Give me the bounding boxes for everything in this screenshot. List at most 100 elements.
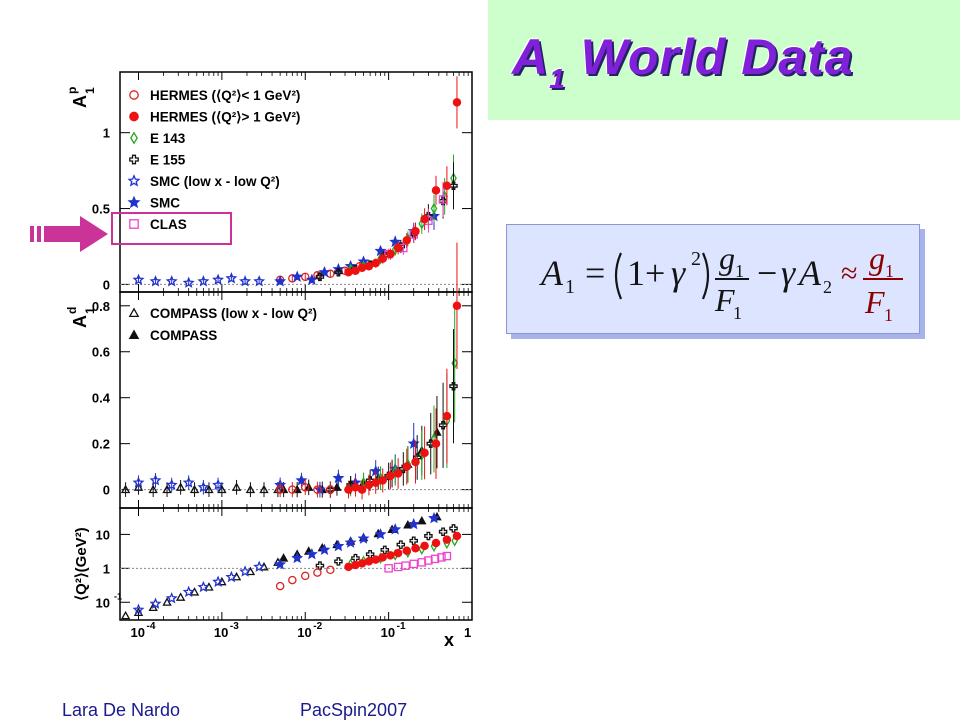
title-subscript: 1 [549, 63, 566, 94]
y-axis-label-sub: 1 [83, 307, 97, 314]
data-point [344, 562, 353, 572]
data-point [449, 524, 458, 533]
data-point [305, 273, 318, 286]
data-point [431, 439, 441, 448]
legend-entry: HERMES (⟨Q²⟩< 1 GeV²) [150, 88, 300, 103]
data-point [402, 546, 412, 555]
data-point [357, 485, 367, 494]
data-point [217, 484, 227, 494]
data-point [239, 565, 252, 577]
data-point [402, 462, 412, 471]
data-point [378, 476, 387, 485]
data-point [364, 261, 374, 271]
data-point [148, 484, 158, 494]
data-point [389, 523, 402, 535]
data-point [182, 476, 195, 488]
data-point [393, 469, 403, 478]
y-tick-label: 0.2 [92, 437, 110, 452]
y-axis-label-q2: ⟨Q²⟩(GeV²) [73, 527, 90, 600]
title-a: A [512, 29, 550, 85]
formula-gamma-2: γ [781, 253, 796, 293]
formula-gamma: γ [671, 253, 686, 293]
data-point [132, 476, 145, 488]
data-point [365, 550, 375, 559]
y-tick-label: 0.8 [92, 299, 110, 314]
data-point [442, 551, 452, 561]
data-point [401, 561, 410, 570]
y-axis-label-deuteron: Ad 1 [65, 307, 97, 328]
data-point [275, 485, 285, 494]
data-point [386, 551, 395, 560]
data-point [393, 562, 403, 572]
formula-lhs-sub: 1 [565, 276, 575, 298]
data-point [420, 214, 429, 224]
data-point [300, 483, 310, 492]
data-point [344, 268, 353, 277]
data-point [386, 471, 395, 481]
data-point [132, 273, 145, 285]
data-point [133, 482, 144, 491]
data-point [132, 603, 145, 615]
data-point [437, 553, 446, 562]
data-point [438, 527, 448, 536]
data-point [380, 545, 390, 555]
data-point [403, 520, 413, 529]
y-tick-label: 0.4 [92, 391, 111, 406]
x-tick-exponent: -1 [397, 621, 406, 632]
data-point [430, 202, 438, 215]
data-point [278, 553, 289, 562]
slide-title: A1 World Data [512, 28, 854, 95]
data-point [417, 515, 427, 525]
data-point [315, 272, 325, 282]
formula-exp: 2 [691, 248, 701, 270]
data-point [357, 559, 367, 568]
data-point [452, 98, 462, 107]
y-tick-label: 10 [96, 527, 110, 542]
data-point [326, 485, 335, 494]
data-point [165, 592, 178, 604]
legend-entry: HERMES (⟨Q²⟩> 1 GeV²) [150, 110, 300, 125]
data-point [431, 538, 441, 548]
data-point [351, 266, 360, 276]
formula-a2: A [797, 253, 822, 293]
y-tick-label: 10 [96, 595, 110, 610]
data-point [204, 484, 214, 494]
data-point [386, 249, 395, 259]
y-tick-label: 0 [103, 277, 110, 292]
data-point [371, 555, 380, 564]
data-point [129, 111, 139, 122]
formula-approx: ≈ [841, 257, 857, 290]
data-point [393, 243, 403, 253]
data-point [149, 275, 162, 287]
data-point [364, 557, 374, 566]
data-point [127, 174, 141, 187]
data-point [212, 478, 224, 491]
data-point [197, 481, 210, 493]
data-point [409, 536, 418, 545]
data-point [411, 227, 420, 236]
panel-frame-deuteron [119, 291, 473, 509]
formula-num-sub: 1 [735, 261, 744, 281]
panel-frame-q2 [119, 507, 473, 621]
data-point [182, 585, 195, 598]
data-point [326, 565, 335, 575]
y-axis-label-proton: Ap 1 [65, 87, 97, 108]
formula-one-plus: 1+ [627, 253, 665, 293]
data-point [402, 236, 412, 245]
data-point [120, 484, 131, 494]
data-point [442, 181, 452, 191]
x-tick-label: 1 [464, 625, 471, 640]
data-point [239, 275, 252, 287]
formula-lhs: A [539, 253, 564, 293]
data-point [344, 485, 353, 494]
data-point [274, 275, 287, 287]
data-point [371, 478, 380, 487]
data-point [253, 560, 266, 572]
data-point [378, 553, 387, 562]
data-point [409, 559, 418, 569]
data-point [396, 540, 406, 549]
data-point [305, 548, 318, 560]
a1-world-data-chart: HERMES (⟨Q²⟩< 1 GeV²) HERMES (⟨Q²⟩> 1 GeV… [65, 71, 473, 650]
data-point [332, 471, 345, 484]
x-tick-label: 10 [214, 625, 228, 640]
